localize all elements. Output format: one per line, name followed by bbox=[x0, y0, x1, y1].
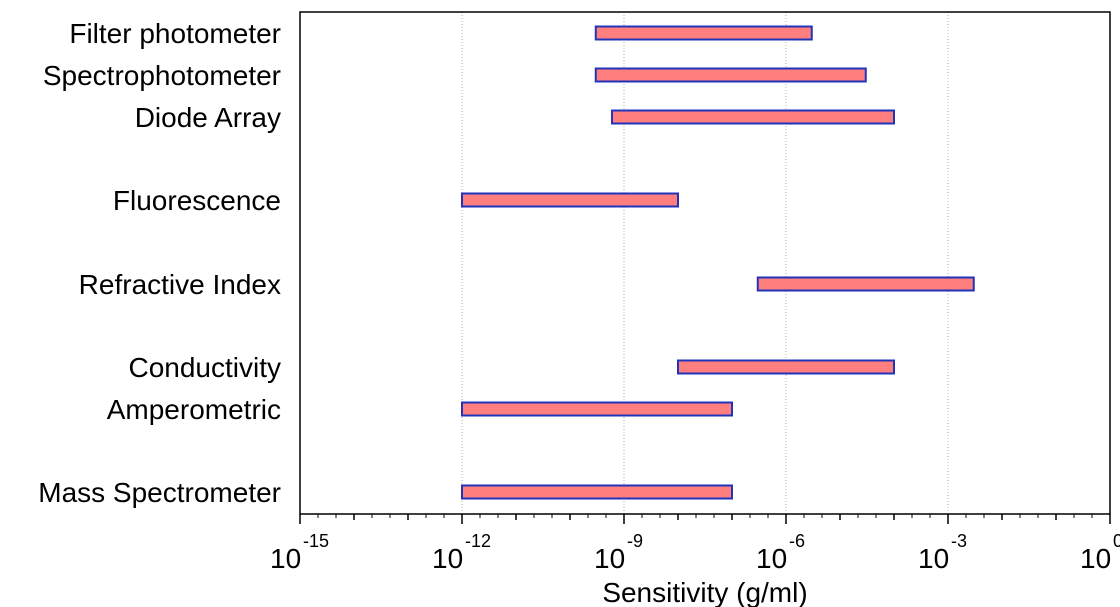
bar-layer bbox=[462, 27, 974, 499]
grid-layer bbox=[462, 12, 948, 514]
range-bar bbox=[678, 361, 894, 374]
x-tick-label-base: 10 bbox=[432, 543, 463, 574]
x-axis-title: Sensitivity (g/ml) bbox=[602, 577, 807, 607]
x-tick-label-exponent: -9 bbox=[627, 531, 643, 551]
x-tick-label-base: 10 bbox=[594, 543, 625, 574]
x-tick-label-base: 10 bbox=[270, 543, 301, 574]
category-label: Mass Spectrometer bbox=[38, 477, 281, 508]
category-label: Refractive Index bbox=[79, 269, 281, 300]
x-tick-label-base: 10 bbox=[1080, 543, 1111, 574]
x-tick-label-exponent: -3 bbox=[951, 531, 967, 551]
range-bar bbox=[462, 486, 732, 499]
x-tick-label-exponent: -6 bbox=[789, 531, 805, 551]
range-bar bbox=[596, 69, 866, 82]
category-label: Spectrophotometer bbox=[43, 60, 281, 91]
x-tick-label-base: 10 bbox=[756, 543, 787, 574]
range-bar bbox=[462, 194, 678, 207]
range-bar bbox=[596, 27, 812, 40]
x-tick-label-exponent: -15 bbox=[303, 531, 329, 551]
plot-frame bbox=[300, 12, 1110, 514]
category-label: Conductivity bbox=[128, 352, 281, 383]
frame-layer bbox=[300, 12, 1110, 514]
range-bar bbox=[612, 111, 894, 124]
category-label: Amperometric bbox=[107, 394, 281, 425]
range-bar bbox=[462, 403, 732, 416]
category-label: Diode Array bbox=[135, 102, 281, 133]
range-bar bbox=[758, 278, 974, 291]
x-tick-label-exponent: -12 bbox=[465, 531, 491, 551]
category-label-layer: Filter photometer Spectrophotometer Diode … bbox=[38, 18, 281, 508]
x-tick-label-exponent: 0 bbox=[1113, 531, 1120, 551]
category-label: Fluorescence bbox=[113, 185, 281, 216]
x-tick-label-base: 10 bbox=[918, 543, 949, 574]
category-label: Filter photometer bbox=[69, 18, 281, 49]
